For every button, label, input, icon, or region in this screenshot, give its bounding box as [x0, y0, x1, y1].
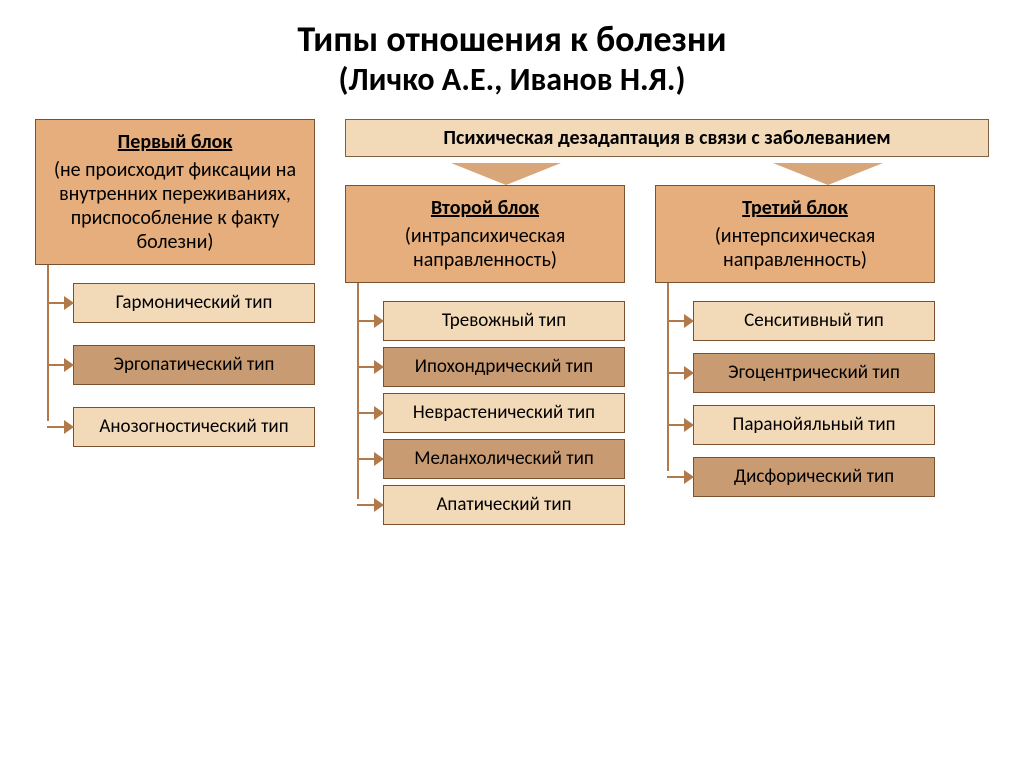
block-3-header: Третий блок (интерпсихическая направленн…: [655, 185, 935, 283]
list-item: Паранойяльный тип: [693, 405, 935, 445]
column-block-1: Первый блок (не происходит фиксации на в…: [35, 119, 315, 447]
page-title: Типы отношения к болезни (Личко А.Е., Ив…: [35, 20, 989, 99]
arrow-right-icon: [374, 452, 384, 466]
arrow-right-icon: [64, 296, 74, 310]
arrow-right-icon: [374, 498, 384, 512]
diagram-root: Первый блок (не происходит фиксации на в…: [35, 119, 989, 525]
down-arrows-row: [345, 163, 989, 185]
list-item: Ипохондрический тип: [383, 347, 625, 387]
block-2-subtitle: (интрапсихическая направленность): [405, 224, 565, 272]
block-3-title: Третий блок: [664, 196, 926, 220]
type-box: Ипохондрический тип: [383, 347, 625, 387]
type-box: Тревожный тип: [383, 301, 625, 341]
list-item: Апатический тип: [383, 485, 625, 525]
block-2-header: Второй блок (интрапсихическая направленн…: [345, 185, 625, 283]
list-item: Гармонический тип: [73, 283, 315, 323]
arrow-right-icon: [374, 360, 384, 374]
arrow-right-icon: [374, 406, 384, 420]
title-main: Типы отношения к болезни: [35, 20, 989, 60]
arrow-right-icon: [684, 314, 694, 328]
type-box: Меланхолический тип: [383, 439, 625, 479]
arrow-right-icon: [684, 418, 694, 432]
connector-vertical: [357, 283, 359, 499]
arrow-right-icon: [64, 358, 74, 372]
list-item: Тревожный тип: [383, 301, 625, 341]
type-box: Апатический тип: [383, 485, 625, 525]
block-1-subtitle: (не происходит фиксации на внутренних пе…: [54, 158, 296, 254]
list-item: Неврастенический тип: [383, 393, 625, 433]
type-box: Эгоцентрический тип: [693, 353, 935, 393]
type-box: Эргопатический тип: [73, 345, 315, 385]
type-box: Неврастенический тип: [383, 393, 625, 433]
type-box: Анозогностический тип: [73, 407, 315, 447]
down-arrow-icon: [773, 163, 883, 185]
arrow-right-icon: [684, 470, 694, 484]
block-3-subtitle: (интерпсихическая направленность): [715, 224, 876, 272]
list-item: Эргопатический тип: [73, 345, 315, 385]
type-box: Дисфорический тип: [693, 457, 935, 497]
arrow-right-icon: [64, 420, 74, 434]
block-1-title: Первый блок: [44, 130, 306, 154]
list-item: Эгоцентрический тип: [693, 353, 935, 393]
top-banner: Психическая дезадаптация в связи с забол…: [345, 119, 989, 157]
column-block-3: Третий блок (интерпсихическая направленн…: [655, 185, 935, 525]
right-group: Психическая дезадаптация в связи с забол…: [345, 119, 989, 525]
block-1-items: Гармонический тип Эргопатический тип Анозо…: [35, 283, 315, 447]
block-2-title: Второй блок: [354, 196, 616, 220]
type-box: Гармонический тип: [73, 283, 315, 323]
column-block-2: Второй блок (интрапсихическая направленн…: [345, 185, 625, 525]
list-item: Меланхолический тип: [383, 439, 625, 479]
type-box: Паранойяльный тип: [693, 405, 935, 445]
type-box: Сенситивный тип: [693, 301, 935, 341]
list-item: Анозогностический тип: [73, 407, 315, 447]
connector-vertical: [47, 265, 49, 421]
block-3-items: Сенситивный тип Эгоцентрический тип Парано…: [655, 301, 935, 497]
arrow-right-icon: [684, 366, 694, 380]
list-item: Дисфорический тип: [693, 457, 935, 497]
block-1-header: Первый блок (не происходит фиксации на в…: [35, 119, 315, 265]
list-item: Сенситивный тип: [693, 301, 935, 341]
down-arrow-icon: [451, 163, 561, 185]
block-2-items: Тревожный тип Ипохондрический тип Неврасте…: [345, 301, 625, 525]
arrow-right-icon: [374, 314, 384, 328]
title-sub: (Личко А.Е., Иванов Н.Я.): [35, 60, 989, 99]
connector-vertical: [667, 283, 669, 471]
